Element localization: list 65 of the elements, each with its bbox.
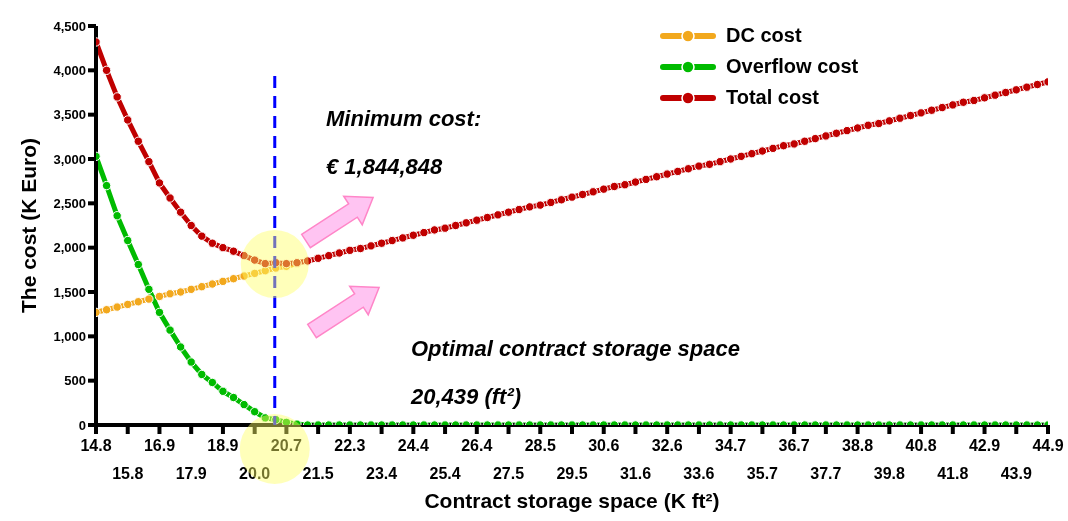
x-tick-label: 36.7: [778, 437, 810, 454]
x-tick-label: 43.9: [1000, 465, 1032, 482]
x-tick-label: 38.8: [842, 437, 874, 454]
annotation: Minimum cost:: [326, 106, 482, 132]
x-tick-label: 27.5: [492, 465, 525, 482]
legend-label: Overflow cost: [726, 55, 859, 78]
y-tick-label: 500: [64, 373, 86, 389]
y-tick-label: 2,000: [53, 240, 86, 256]
x-tick-label: 20.0: [239, 465, 271, 482]
point: [123, 299, 133, 310]
point: [133, 297, 144, 307]
point: [249, 268, 260, 279]
point: [101, 305, 112, 315]
x-tick-label: 37.7: [810, 465, 842, 482]
annotation: 20,439 (ft²): [411, 384, 522, 410]
point: [218, 276, 228, 287]
x-tick-label: 14.8: [80, 437, 112, 454]
x-tick-label: 44.9: [1032, 437, 1064, 454]
y-tick-label: 3,500: [53, 107, 86, 123]
x-tick-label: 24.4: [397, 437, 430, 454]
x-tick-label: 21.5: [302, 465, 334, 482]
annotation: Optimal contract storage space: [411, 336, 740, 362]
x-tick-label: 18.9: [207, 437, 239, 454]
x-tick-label: 20.7: [270, 437, 303, 454]
y-tick-label: 3,000: [53, 151, 86, 167]
y-tick-label: 1,000: [53, 328, 86, 344]
y-tick-label: 1,500: [53, 284, 86, 300]
point: [165, 289, 175, 299]
legend-label: Total cost: [726, 86, 819, 109]
annotation: € 1,844,848: [326, 154, 443, 180]
x-tick-label: 39.8: [873, 465, 906, 482]
point: [144, 294, 154, 304]
point: [186, 284, 196, 295]
y-tick-label: 2,500: [53, 195, 86, 211]
y-tick-label: 4,000: [53, 62, 86, 78]
y-axis-title: The cost (K Euro): [16, 137, 40, 314]
point: [239, 271, 249, 281]
x-tick-label: 35.7: [746, 465, 779, 482]
x-tick-label: 34.7: [715, 437, 747, 454]
x-tick-label: 26.4: [461, 437, 493, 454]
x-tick-label: 32.6: [651, 437, 683, 454]
point: [154, 291, 165, 302]
y-tick-label: 4,500: [53, 18, 86, 34]
x-tick-label: 15.8: [112, 465, 144, 482]
x-axis-title: Contract storage space (K ft²): [424, 489, 720, 512]
x-tick-label: 30.6: [588, 437, 620, 454]
x-tick-label: 41.8: [937, 465, 969, 482]
y-tick-label: 0: [78, 417, 86, 433]
point: [112, 302, 122, 312]
x-tick-label: 23.4: [366, 465, 398, 482]
x-tick-label: 25.4: [429, 465, 461, 482]
legend-label: DC cost: [726, 24, 802, 47]
x-tick-label: 31.6: [619, 465, 652, 482]
point: [175, 287, 186, 297]
x-tick-label: 17.9: [175, 465, 207, 482]
x-tick-label: 28.5: [524, 437, 556, 454]
point: [207, 279, 218, 289]
x-tick-label: 22.3: [334, 437, 366, 454]
point: [197, 281, 207, 292]
x-tick-label: 29.5: [556, 465, 588, 482]
x-tick-label: 42.9: [968, 437, 1001, 454]
x-tick-label: 40.8: [905, 437, 937, 454]
x-tick-label: 33.6: [683, 465, 715, 482]
x-tick-label: 16.9: [143, 437, 176, 454]
point: [228, 274, 239, 284]
